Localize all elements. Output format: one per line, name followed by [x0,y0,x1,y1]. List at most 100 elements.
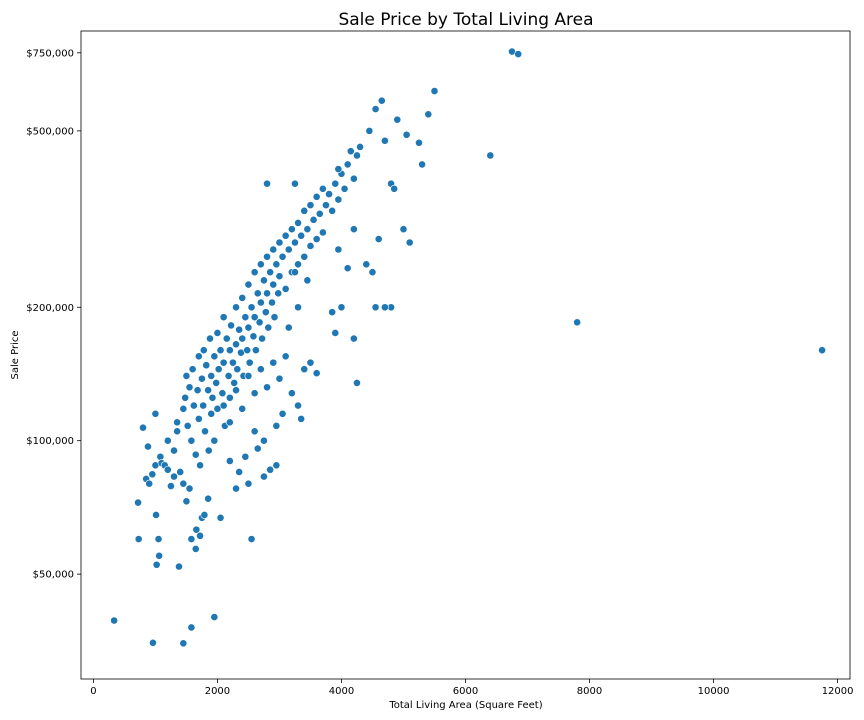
data-point [213,404,222,413]
x-tick-label: 2000 [205,686,230,697]
data-point [255,318,264,327]
data-point [149,638,157,647]
data-point [278,409,287,418]
data-point [187,623,196,632]
data-point [287,389,296,398]
data-point [207,372,216,380]
data-point [179,479,188,488]
data-point [232,303,240,312]
data-point [216,513,225,522]
data-point [281,352,290,361]
data-point [514,50,523,59]
data-point [247,535,256,543]
data-point [241,452,250,461]
data-point [272,461,281,470]
data-point [334,245,343,254]
data-point [250,389,259,398]
data-point [224,372,233,380]
data-point [154,535,163,543]
data-point [188,365,197,374]
data-point [238,334,247,343]
data-point [193,386,202,395]
data-point [250,313,259,322]
data-point [202,361,211,370]
data-point [263,252,271,261]
data-point [210,436,219,445]
data-point [291,179,299,188]
data-point [418,160,426,169]
data-point [356,143,364,151]
data-point [249,332,258,341]
x-tick-label: 10000 [698,686,730,697]
data-point [204,494,213,503]
data-point [266,465,275,474]
data-point [208,393,217,402]
data-point [185,484,194,493]
data-point [260,436,268,445]
data-point [322,201,330,210]
data-point [256,298,265,307]
data-point [175,562,183,571]
data-point [264,323,273,332]
data-point [294,303,302,312]
data-point [244,280,253,289]
data-point [393,115,402,124]
data-point [269,358,278,367]
data-point [201,427,209,436]
data-point [179,639,188,648]
data-point [232,386,240,395]
data-point [185,383,194,392]
data-point [179,404,188,413]
data-point [225,457,234,465]
chart-title: Sale Price by Total Living Area [338,10,593,30]
data-point [134,498,142,507]
data-point [309,215,318,224]
data-point [216,346,225,355]
data-point [227,321,235,330]
data-point [156,452,165,461]
data-point [294,218,302,227]
data-point [258,334,266,343]
data-point [173,427,182,436]
data-point [151,409,160,418]
data-point [281,285,290,293]
data-point [187,535,196,543]
data-point [263,289,271,298]
data-point [245,358,254,367]
data-point [222,334,231,343]
data-point [196,461,204,470]
data-point [219,313,228,322]
data-point [232,340,240,349]
data-point [346,147,355,156]
data-point [214,365,223,374]
data-point [573,318,582,327]
data-point [281,231,290,240]
data-point [340,184,349,193]
data-point [210,352,219,361]
data-point [306,358,315,367]
data-point [191,450,200,459]
data-point [145,479,154,488]
data-point [225,418,234,427]
data-point [312,369,321,378]
data-point [233,365,242,374]
data-point [134,535,143,543]
data-point [399,225,408,234]
data-point [187,436,196,445]
data-point [219,401,228,410]
data-point [253,444,262,453]
y-tick-label: $750,000 [26,48,74,59]
data-point [294,401,302,410]
data-point [343,264,352,273]
x-axis: 0 2000 4000 6000 8000 10000 12000 [90,679,854,697]
data-point [312,192,321,201]
data-point [371,105,380,113]
data-point [377,96,386,105]
data-point [300,252,309,261]
data-point [182,372,191,380]
data-point [312,235,321,243]
data-point [163,465,172,474]
data-point [263,179,271,188]
data-point [287,225,296,234]
data-point [415,138,423,147]
